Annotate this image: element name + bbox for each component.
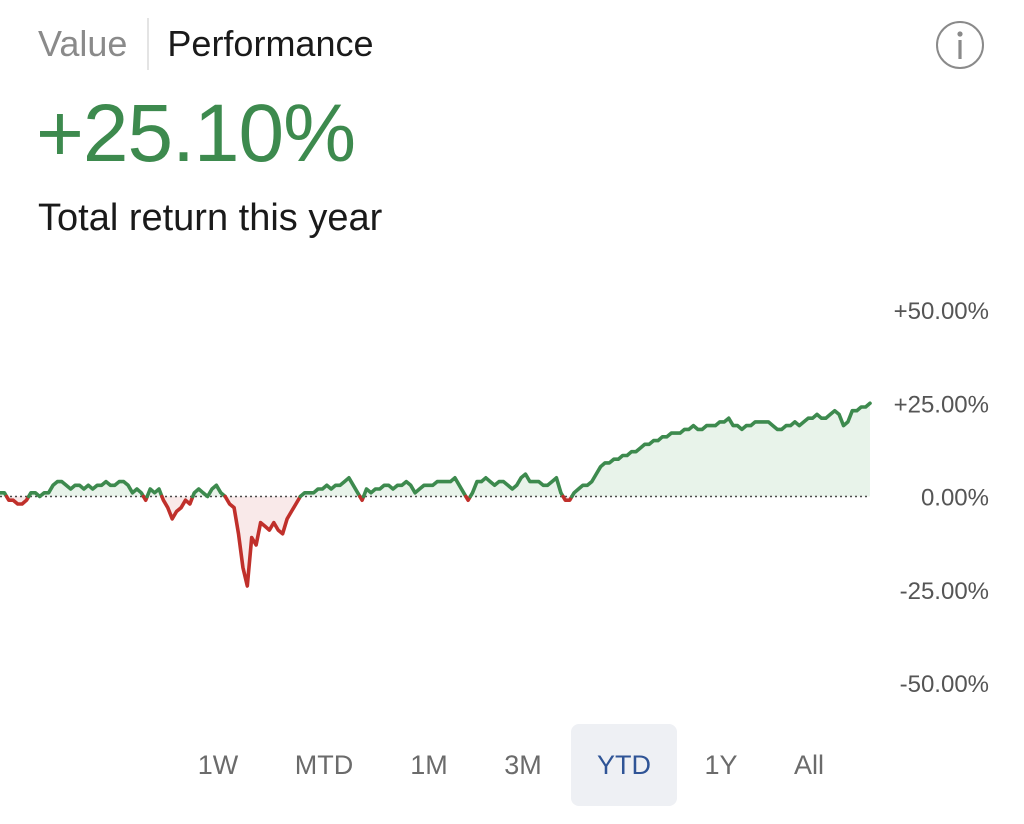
view-tabs: Value Performance [38,18,374,70]
y-tick-label: 0.00% [921,485,989,512]
total-return-label: Total return this year [38,197,383,239]
negative-series-line-5 [160,494,195,521]
tab-divider [147,18,150,70]
range-ytd[interactable]: YTD [571,724,677,806]
y-tick-label: +50.00% [894,298,989,325]
total-return-value: +25.10% [36,88,356,179]
y-tick-label: +25.00% [894,391,989,418]
positive-area-12 [470,474,564,497]
positive-series-line-10 [361,476,468,499]
range-1w[interactable]: 1W [197,749,239,780]
performance-chart[interactable]: +50.00% +25.00% 0.00% -25.00% -50.00% [0,290,1024,710]
positive-series-line-12 [468,472,565,499]
negative-series-line-1 [4,494,31,506]
y-tick-label: -50.00% [900,671,989,698]
negative-area-5 [161,496,193,519]
range-mtd[interactable]: MTD [294,749,354,780]
positive-series-line-8 [298,476,362,499]
positive-series-line-14 [570,401,872,499]
y-tick-label: -25.00% [900,578,989,605]
chart-fills [0,403,870,586]
range-all[interactable]: All [793,749,824,780]
positive-series-line-2 [26,479,146,499]
positive-series-line-4 [145,487,164,499]
info-button[interactable] [936,21,984,69]
range-selector: 1W MTD 1M 3M YTD 1Y All [0,724,1024,806]
y-axis-ticks: +50.00% +25.00% 0.00% -25.00% -50.00% [894,298,989,698]
range-3m[interactable]: 3M [504,749,542,780]
tab-value[interactable]: Value [38,23,128,64]
range-1m[interactable]: 1M [410,749,448,780]
positive-area-14 [571,403,870,497]
range-1y[interactable]: 1Y [704,749,738,780]
negative-area-7 [225,496,301,586]
chart-lines [0,401,872,588]
negative-series-line-7 [223,494,303,588]
info-icon [957,31,963,59]
positive-series-line-6 [191,483,227,499]
tab-performance[interactable]: Performance [167,23,374,64]
negative-series-line-13 [561,494,574,502]
